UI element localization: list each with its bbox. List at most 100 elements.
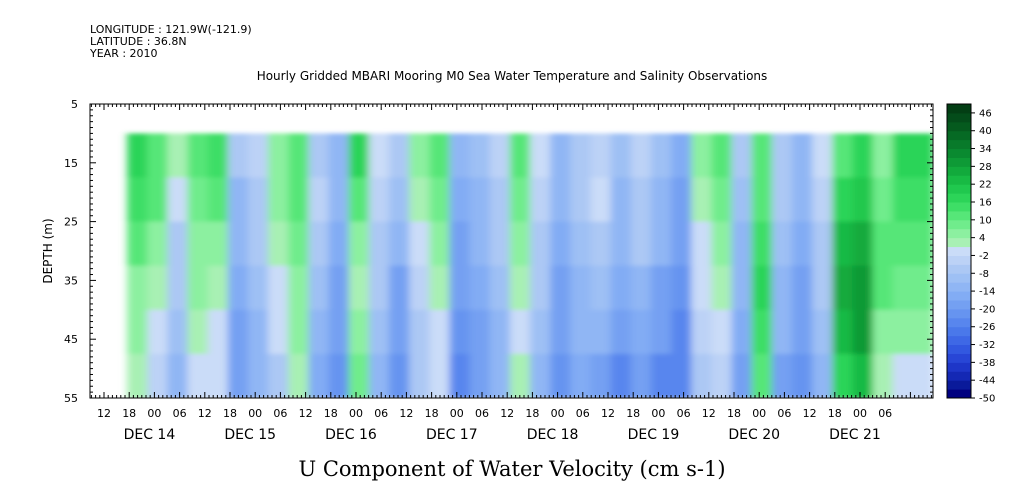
heatmap-cell [691,177,713,223]
heatmap-cell [127,353,148,398]
heatmap-cell [812,221,833,267]
heatmap-cell [812,353,833,398]
heatmap-cell [550,133,572,179]
heatmap-cell [650,265,672,311]
x-day-label: DEC 17 [426,427,478,443]
colorbar-swatch [947,335,971,346]
x-hour-label: 18 [525,407,539,420]
heatmap-cell [328,353,350,398]
heatmap-cell [731,133,753,179]
heatmap-cell [550,177,572,223]
heatmap-cell [449,177,471,223]
heatmap-cell [429,353,451,398]
colorbar-label: 28 [979,162,992,173]
heatmap-cell [590,265,612,311]
colorbar-swatch [947,273,971,283]
colorbar-swatch [947,255,971,265]
x-hour-label: 18 [425,407,439,420]
heatmap-cell [852,309,874,355]
x-hour-label: 00 [551,407,565,420]
x-hour-label: 06 [475,407,489,420]
colorbar-swatch [947,264,971,274]
heatmap-cell [590,133,612,179]
heatmap-cell [469,265,491,311]
colorbar-swatch [947,389,971,399]
heatmap-cell [731,353,753,398]
heatmap-cell [550,221,572,267]
colorbar-swatch [947,371,971,381]
heatmap-cell [368,309,390,355]
heatmap-cell [852,265,874,311]
heatmap-cell [872,265,894,311]
heatmap-cell [348,221,370,267]
heatmap-cell [147,309,169,355]
heatmap-cell [328,265,350,311]
heatmap-cell [388,265,410,311]
heatmap-cell [167,309,189,355]
x-hour-label: 06 [374,407,388,420]
colorbar-swatch [947,112,971,123]
y-tick-label: 15 [64,157,78,170]
latitude-text: LATITUDE : 36.8N [90,35,187,48]
heatmap-cell [167,353,189,398]
heatmap-cell [409,221,431,267]
x-hour-label: 00 [349,407,363,420]
heatmap-cell [872,309,894,355]
heatmap-cell [147,177,169,223]
heatmap-cell [227,133,249,179]
heatmap-cell [308,133,330,179]
heatmap-cell [388,177,410,223]
colorbar-label: -2 [979,251,989,262]
colorbar-swatch [947,202,971,212]
heatmap-cell [590,353,612,398]
colorbar-label: -38 [979,358,995,369]
heatmap-cell [449,133,471,179]
heatmap-cell [610,177,632,223]
colorbar-label: -8 [979,269,989,280]
heatmap-cell [812,133,833,179]
heatmap-cell [791,133,813,179]
heatmap-cell [268,309,289,355]
heatmap-cell [650,133,672,179]
heatmap-cell [630,309,652,355]
heatmap-cell [570,221,592,267]
heatmap-cell [812,177,833,223]
heatmap-cell [368,177,390,223]
colorbar-swatch [947,157,971,167]
heatmap-cell [268,133,289,179]
x-hour-label: 06 [576,407,590,420]
heatmap-cell [489,309,511,355]
heatmap-cell [570,309,592,355]
heatmap-cell [409,309,431,355]
heatmap-cell [509,309,531,355]
heatmap-cell [449,221,471,267]
x-hour-label: 18 [223,407,237,420]
heatmap-cell [671,309,692,355]
heatmap-cell [892,221,933,267]
heatmap-cell [409,353,431,398]
x-hour-label: 06 [273,407,287,420]
y-tick-label: 5 [71,98,78,111]
heatmap-cell [530,177,551,223]
heatmap-cell [268,353,289,398]
heatmap-cell [509,177,531,223]
colorbar-label: -32 [979,340,995,351]
heatmap-cell [711,353,733,398]
x-hour-label: 06 [878,407,892,420]
heatmap-cell [308,177,330,223]
heatmap-cell [610,265,632,311]
heatmap-cell [812,309,833,355]
heatmap-cell [268,265,289,311]
heatmap-cell [691,133,713,179]
x-hour-label: 12 [500,407,514,420]
heatmap-cell [691,309,713,355]
heatmap-cell [530,221,551,267]
heatmap-cell [852,177,874,223]
x-hour-label: 12 [601,407,615,420]
heatmap-cell [127,265,148,311]
heatmap-cell [550,309,572,355]
heatmap-cell [207,309,229,355]
heatmap-cell [368,265,390,311]
heatmap-cell [650,309,672,355]
